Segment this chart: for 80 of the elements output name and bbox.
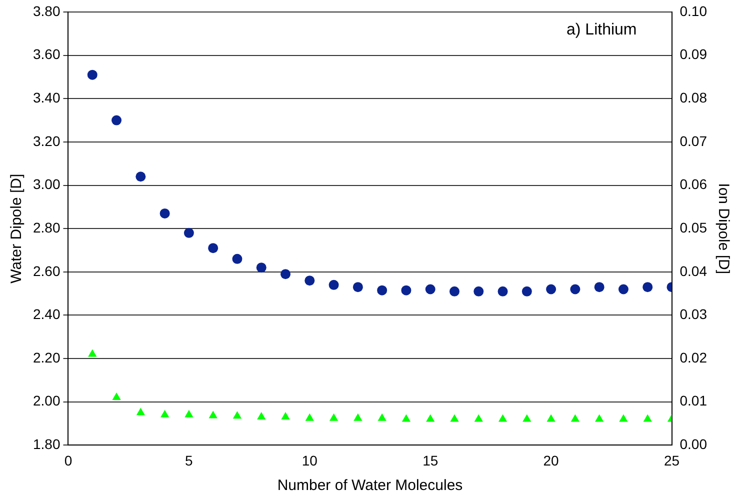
annotation: a) Lithium bbox=[566, 21, 637, 38]
point bbox=[618, 284, 628, 294]
x-tick-label: 20 bbox=[543, 452, 560, 468]
point bbox=[112, 115, 122, 126]
y-tick-label: 3.60 bbox=[33, 46, 60, 62]
point bbox=[594, 282, 604, 292]
point bbox=[522, 414, 532, 422]
point bbox=[329, 413, 338, 421]
point bbox=[184, 228, 194, 238]
point bbox=[402, 414, 411, 422]
point bbox=[425, 284, 436, 294]
point bbox=[546, 284, 556, 294]
x-tick-label: 5 bbox=[185, 452, 194, 468]
point bbox=[354, 413, 362, 421]
x-axis-title: Number of Water Molecules bbox=[277, 477, 463, 494]
point bbox=[474, 414, 483, 422]
y-tick-label: 2.40 bbox=[33, 306, 60, 322]
point bbox=[208, 410, 218, 418]
point bbox=[643, 414, 652, 422]
y2-tick-label: 0.06 bbox=[680, 176, 708, 192]
y2-tick-label: 0.03 bbox=[680, 306, 708, 322]
y-tick-label: 3.00 bbox=[33, 176, 60, 192]
y2-axis-title: Ion Dipole [D] bbox=[714, 183, 732, 274]
point bbox=[426, 414, 435, 422]
point bbox=[377, 285, 388, 296]
point bbox=[256, 262, 266, 273]
point bbox=[257, 412, 266, 420]
y-axis-title: Water Dipole [D] bbox=[8, 174, 26, 284]
x-tick-label: 15 bbox=[422, 452, 438, 468]
point bbox=[449, 286, 460, 296]
y2-tick-label: 0.08 bbox=[680, 90, 708, 106]
point bbox=[232, 254, 242, 264]
point bbox=[281, 412, 290, 420]
y-tick-label: 2.20 bbox=[33, 349, 60, 366]
y2-tick-label: 0.05 bbox=[680, 219, 708, 236]
point bbox=[136, 172, 146, 182]
point bbox=[160, 208, 170, 218]
point bbox=[184, 410, 194, 418]
x-tick-label: 25 bbox=[664, 452, 680, 468]
x-tick-label: 0 bbox=[64, 452, 72, 468]
point bbox=[232, 411, 242, 419]
y-tick-label: 3.80 bbox=[33, 2, 60, 19]
point bbox=[642, 282, 653, 292]
point bbox=[570, 414, 580, 422]
y-tick-label: 3.20 bbox=[33, 132, 60, 149]
y2-tick-label: 0.01 bbox=[680, 392, 708, 409]
x-tick-label: 10 bbox=[302, 452, 318, 468]
point bbox=[112, 392, 121, 400]
point bbox=[570, 284, 580, 294]
point bbox=[208, 243, 218, 254]
point bbox=[595, 414, 604, 422]
y2-tick-label: 0.02 bbox=[680, 349, 708, 366]
y-tick-label: 2.00 bbox=[33, 392, 60, 409]
point bbox=[450, 414, 459, 422]
point bbox=[401, 285, 412, 296]
point bbox=[305, 413, 314, 421]
y-tick-label: 3.40 bbox=[33, 90, 60, 106]
point bbox=[160, 410, 170, 418]
point bbox=[328, 280, 339, 290]
y2-tick-label: 0.10 bbox=[680, 2, 708, 19]
y-tick-label: 2.60 bbox=[33, 262, 60, 279]
y-tick-label: 2.80 bbox=[33, 219, 60, 236]
point bbox=[474, 286, 484, 296]
point bbox=[498, 414, 508, 422]
point bbox=[378, 413, 386, 421]
y2-tick-label: 0.04 bbox=[680, 262, 708, 279]
y-tick-label: 1.80 bbox=[33, 436, 60, 452]
point bbox=[304, 276, 315, 286]
y2-tick-label: 0.07 bbox=[680, 132, 708, 149]
point bbox=[619, 414, 628, 422]
y2-tick-label: 0.00 bbox=[680, 436, 708, 452]
point bbox=[136, 408, 145, 416]
point bbox=[280, 269, 291, 280]
point bbox=[88, 349, 97, 357]
point bbox=[522, 286, 532, 296]
point bbox=[546, 414, 556, 422]
point bbox=[87, 70, 98, 80]
y2-tick-label: 0.09 bbox=[680, 46, 708, 62]
point bbox=[352, 282, 363, 292]
point bbox=[498, 286, 508, 296]
